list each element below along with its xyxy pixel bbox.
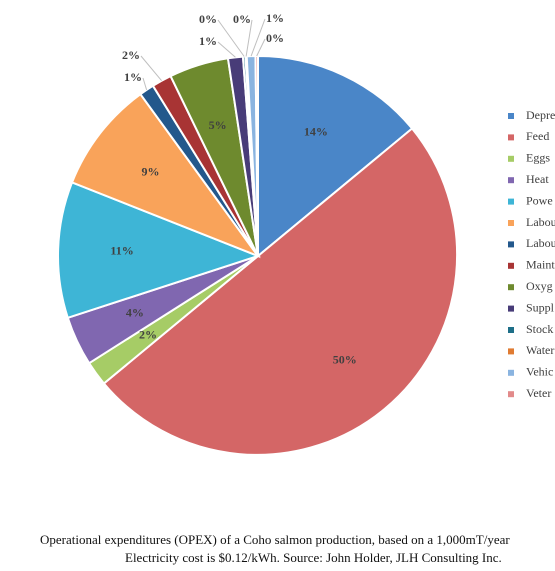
- slice-label-13: 1%: [266, 11, 284, 25]
- slice-label-10: 1%: [199, 34, 217, 48]
- legend-swatch-6: [508, 220, 514, 226]
- leader-line-14: [256, 38, 266, 57]
- pie-slice-1: [257, 54, 414, 259]
- leader-line-13: [250, 18, 266, 57]
- legend-label-4: Heat: [526, 172, 549, 186]
- legend-swatch-3: [508, 155, 514, 162]
- pie-slice-6: [70, 92, 261, 259]
- slice-label-9: 5%: [209, 118, 227, 132]
- legend-label-8: Maint: [526, 258, 555, 272]
- slice-label-2: 50%: [333, 353, 357, 367]
- legend-label-5: Powe: [526, 193, 553, 207]
- leader-line-7: [142, 77, 148, 91]
- legend-label-12: Water: [526, 343, 554, 357]
- slice-label-4: 4%: [126, 306, 144, 320]
- legend-swatch-14: [508, 391, 514, 398]
- leader-line-12: [245, 19, 253, 57]
- legend-label-1: Depre: [526, 108, 555, 122]
- legend-label-3: Eggs: [526, 151, 550, 165]
- pie-slices: [57, 54, 459, 456]
- legend-label-14: Veter: [526, 386, 551, 400]
- legend-swatch-4: [508, 177, 514, 184]
- pie-slice-2: [102, 127, 459, 456]
- legend-swatch-10: [508, 305, 514, 312]
- legend-label-9: Oxyg: [526, 279, 553, 293]
- slice-label-6: 9%: [142, 164, 160, 178]
- legend-swatch-9: [508, 284, 514, 291]
- caption-line-2: Electricity cost is $0.12/kWh. Source: J…: [125, 550, 502, 565]
- legend-label-10: Suppl: [526, 300, 555, 314]
- legend-swatch-7: [508, 241, 514, 248]
- caption-line-1: Operational expenditures (OPEX) of a Coh…: [40, 532, 510, 547]
- leader-line-8: [140, 55, 162, 82]
- legend-swatch-8: [508, 262, 514, 269]
- leader-line-10: [217, 41, 236, 58]
- slice-label-8: 2%: [122, 48, 140, 62]
- legend-swatch-1: [508, 113, 514, 119]
- legend-swatch-5: [508, 198, 514, 205]
- pie-slice-5: [57, 181, 261, 320]
- legend-label-11: Stock: [526, 322, 553, 336]
- slice-label-11: 0%: [199, 12, 217, 26]
- slice-label-12: 0%: [233, 12, 251, 26]
- slice-labels: 14% 50% 2% 4% 11% 9% 1% 2% 5% 1% 0% 0% 1% 0%: [110, 11, 356, 367]
- legend-label-13: Vehic: [526, 365, 553, 379]
- legend: Depre Feed Eggs Heat Powe Labou Labou Maint Oxyg…: [508, 108, 555, 400]
- legend-label-6: Labou: [526, 215, 555, 229]
- slice-label-14: 0%: [266, 31, 284, 45]
- slice-label-7: 1%: [124, 70, 142, 84]
- slice-label-1: 14%: [304, 125, 328, 139]
- leader-line-11: [217, 19, 245, 57]
- legend-swatch-13: [508, 369, 514, 376]
- legend-label-2: Feed: [526, 129, 549, 143]
- legend-label-7: Labou: [526, 236, 555, 250]
- legend-swatch-12: [508, 348, 514, 355]
- legend-swatch-11: [508, 327, 514, 333]
- legend-swatch-2: [508, 134, 514, 141]
- slice-label-3: 2%: [139, 328, 157, 342]
- slice-label-5: 11%: [110, 243, 133, 257]
- leader-lines: [140, 18, 266, 91]
